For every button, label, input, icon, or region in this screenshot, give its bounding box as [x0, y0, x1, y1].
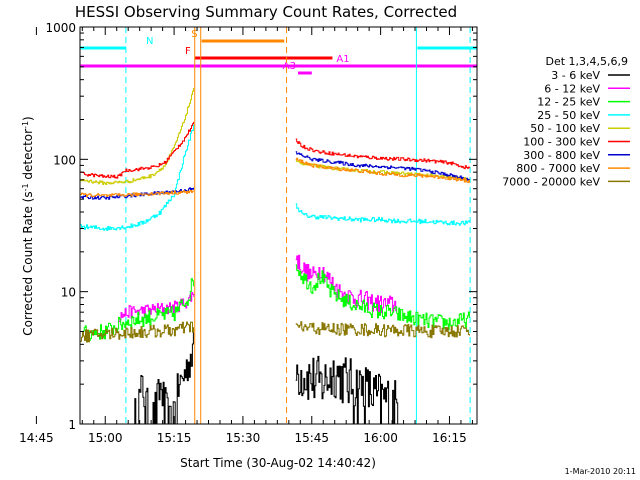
legend-label-5: 50 - 100 keV	[530, 122, 600, 135]
y-tick-label: 10	[61, 286, 76, 300]
x-tick-label: 15:15	[157, 431, 192, 445]
footer-date: 1-Mar-2010 20:11	[565, 467, 636, 476]
flag-label-f: F	[185, 46, 191, 57]
y-tick-label: 100	[53, 153, 76, 167]
legend-title: Det 1,3,4,5,6,9	[545, 55, 628, 68]
series-6-segment-2	[295, 138, 470, 170]
x-tick-label: 15:00	[88, 431, 123, 445]
y-tick-label: 1000	[45, 21, 76, 35]
x-tick-label: 16:00	[363, 431, 398, 445]
series-5-segment-2	[295, 159, 470, 182]
y-tick-label: 1	[68, 418, 76, 432]
legend-label-3: 12 - 25 keV	[537, 96, 600, 109]
series-9-segment-2	[295, 321, 470, 339]
flag-label-a1: A1	[336, 54, 349, 65]
plot-series	[80, 88, 470, 425]
legend-label-8: 800 - 7000 keV	[516, 162, 600, 175]
y-axis-label: Corrected Count Rate (s-1 detector-1)	[21, 116, 35, 335]
chart-title: HESSI Observing Summary Count Rates, Cor…	[75, 3, 457, 21]
flag-bars: NSFA1A3	[80, 29, 477, 75]
legend-label-9: 7000 - 20000 keV	[502, 175, 600, 188]
y-label-main: Corrected Count Rate (s	[21, 191, 35, 335]
legend-label-4: 25 - 50 keV	[537, 109, 600, 122]
y-label-sup2: -1	[21, 121, 30, 129]
series-8-segment-2	[295, 157, 470, 183]
series-4-segment-2	[295, 203, 470, 226]
legend-label-6: 100 - 300 keV	[523, 136, 600, 149]
series-8-segment-1	[80, 190, 194, 198]
legend-label-7: 300 - 800 keV	[523, 149, 600, 162]
series-6-segment-1	[80, 121, 194, 179]
x-axis-label: Start Time (30-Aug-02 14:40:42)	[180, 456, 376, 470]
series-4-segment-1	[80, 124, 194, 231]
legend-label-2: 6 - 12 keV	[544, 82, 600, 95]
axis-ticks: 14:45 15:00 15:15 15:30 15:45 16:00 16:15 1 10 10…	[19, 21, 477, 445]
x-tick-label: 15:45	[294, 431, 329, 445]
y-label-sup1: -1	[21, 183, 30, 191]
series-5-segment-1	[80, 88, 194, 185]
series-7-segment-2	[295, 151, 470, 181]
x-tick-label: 14:45	[19, 431, 54, 445]
flag-label-n: N	[146, 36, 153, 47]
x-tick-label: 16:15	[432, 431, 467, 445]
y-label-mid: detector	[21, 129, 35, 184]
series-9-segment-1	[80, 321, 194, 343]
series-3-segment-1	[82, 278, 194, 341]
flag-label-a3: A3	[283, 61, 296, 72]
x-tick-label: 15:30	[226, 431, 261, 445]
legend-label-1: 3 - 6 keV	[551, 69, 600, 82]
y-label-end: )	[21, 116, 35, 121]
plot-frame	[79, 26, 478, 425]
series-3-segment-2	[295, 264, 470, 331]
